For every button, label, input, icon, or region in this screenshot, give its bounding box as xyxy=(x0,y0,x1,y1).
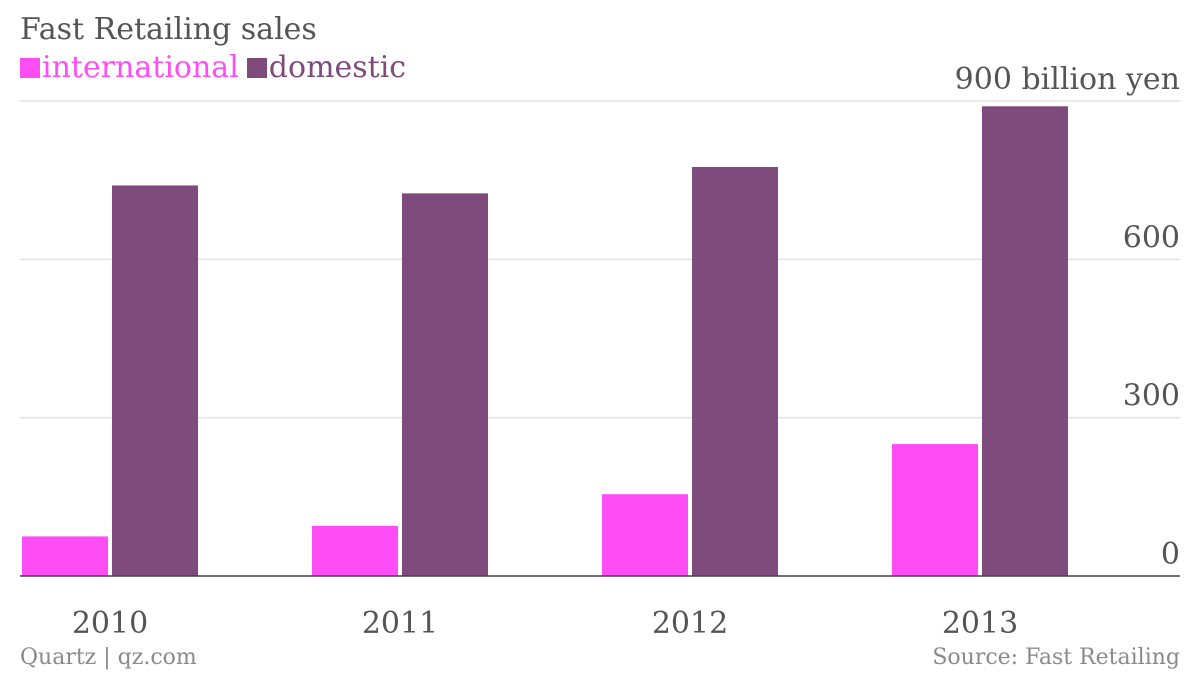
legend-swatch-international xyxy=(20,58,40,78)
bar-international-2013 xyxy=(892,444,978,576)
x-tick-label-2011: 2011 xyxy=(362,606,438,641)
bar-international-2011 xyxy=(312,525,398,576)
legend-item-international: international xyxy=(20,48,239,88)
y-tick-label-900: 900 billion yen xyxy=(955,62,1180,97)
y-tick-label-600: 600 xyxy=(1123,220,1180,255)
bar-domestic-2012 xyxy=(692,166,778,576)
chart-legend: international domestic xyxy=(20,48,414,88)
bar-international-2010 xyxy=(22,536,108,576)
y-tick-label-300: 300 xyxy=(1123,379,1180,414)
bar-domestic-2013 xyxy=(982,106,1068,577)
x-tick-label-2010: 2010 xyxy=(72,606,148,641)
legend-label-domestic: domestic xyxy=(268,50,407,85)
bar-domestic-2010 xyxy=(112,185,198,576)
legend-item-domestic: domestic xyxy=(246,48,407,88)
x-tick-label-2012: 2012 xyxy=(652,606,728,641)
x-tick-label-2013: 2013 xyxy=(942,606,1018,641)
footer-source: Source: Fast Retailing xyxy=(932,645,1180,670)
y-tick-label-0: 0 xyxy=(1161,537,1180,572)
footer-credit: Quartz | qz.com xyxy=(20,645,197,670)
legend-label-international: international xyxy=(42,50,239,85)
bar-international-2012 xyxy=(602,494,688,576)
bar-domestic-2011 xyxy=(402,193,488,576)
chart-title: Fast Retailing sales xyxy=(20,12,317,47)
legend-swatch-domestic xyxy=(246,58,267,78)
